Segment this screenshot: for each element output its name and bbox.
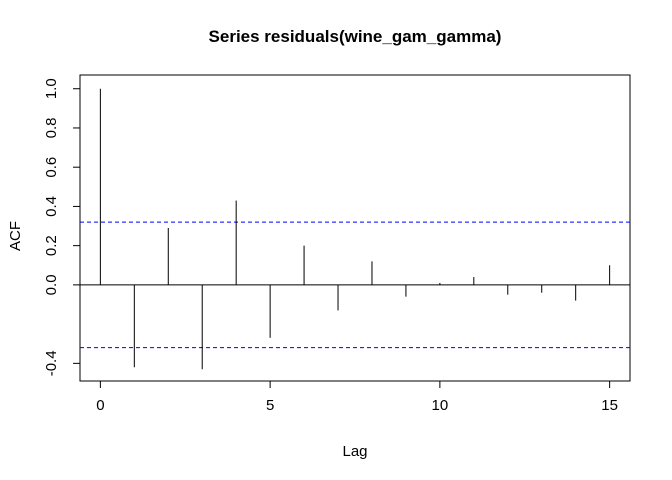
x-tick-label: 10 (432, 397, 449, 414)
y-tick-label: 0.0 (43, 274, 60, 295)
x-axis-title: Lag (342, 443, 367, 460)
x-tick-label: 5 (266, 397, 274, 414)
plot-frame (79, 74, 631, 382)
y-tick-label: 1.0 (43, 78, 60, 99)
y-tick-label: 0.4 (43, 196, 60, 217)
chart-title: Series residuals(wine_gam_gamma) (209, 27, 502, 46)
y-tick-label: 0.6 (43, 157, 60, 178)
x-tick-label: 0 (96, 397, 104, 414)
y-tick-label: 0.8 (43, 118, 60, 139)
y-tick-label: -0.4 (43, 350, 60, 376)
y-axis-title: ACF (7, 221, 24, 251)
y-tick-label: 0.2 (43, 235, 60, 256)
x-tick-label: 15 (601, 397, 618, 414)
